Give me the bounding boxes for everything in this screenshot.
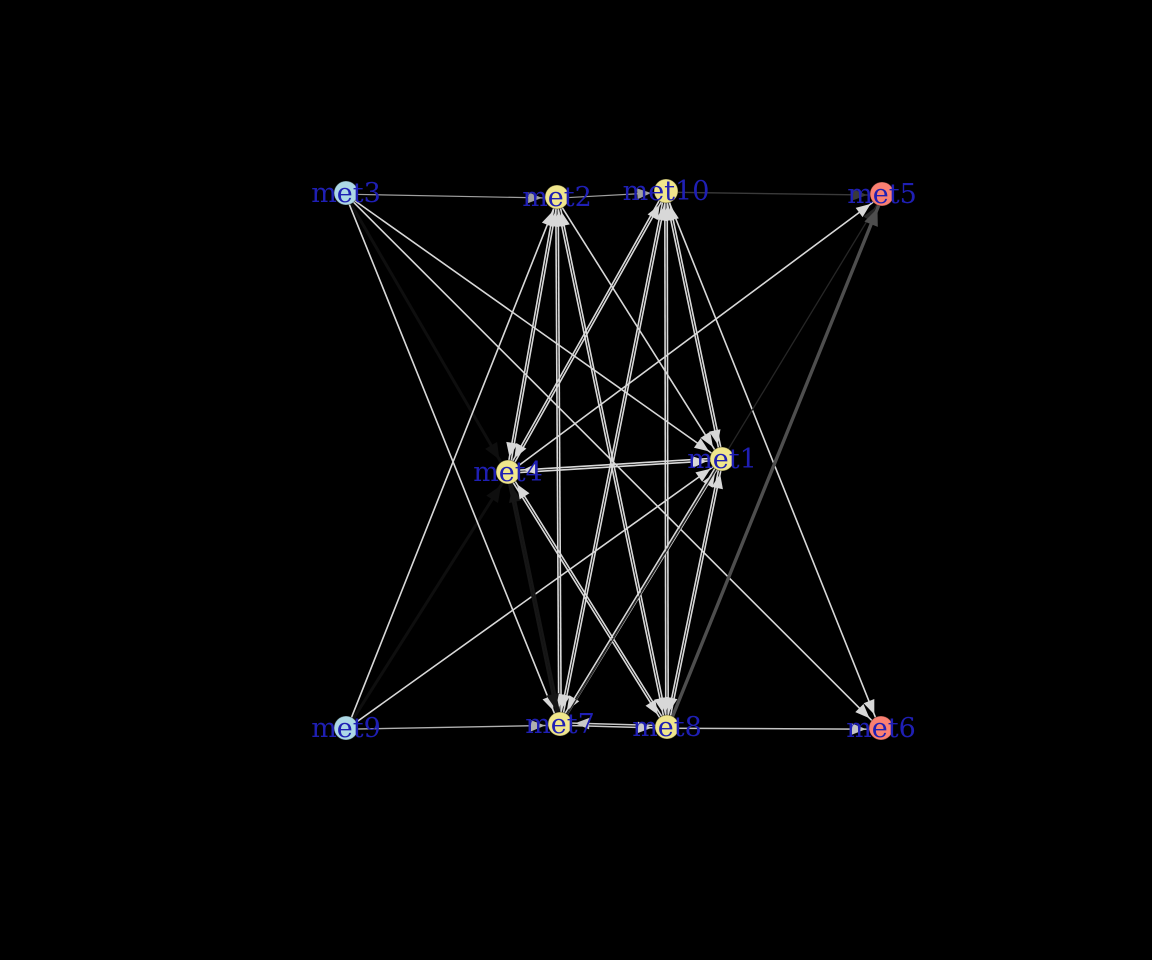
arrowhead-met9-met7 (530, 720, 546, 732)
node-met8 (654, 714, 680, 740)
edge-met8-met6 (666, 727, 881, 730)
edge-met1-met4 (507, 457, 722, 472)
edge-met3-met4 (343, 192, 509, 474)
edge-met10-met7 (558, 190, 666, 724)
arrowhead-met3-met6 (855, 703, 870, 719)
edge-met2-met4 (506, 196, 557, 472)
edge-met8-met4 (508, 470, 669, 727)
arrowhead-met1-met8 (666, 696, 678, 713)
edge-met10-met4 (506, 190, 666, 472)
arrowhead-met2-met10 (637, 188, 652, 200)
arrowhead-met8-met2 (558, 211, 570, 227)
node-label-met6: met6 (846, 713, 916, 744)
arrowhead-met1-met7 (566, 695, 580, 711)
node-label-met9: met9 (311, 713, 381, 744)
arrowhead-met8-met4 (516, 484, 530, 500)
edge-met4-met8 (506, 472, 667, 729)
edge-met10-met8 (663, 191, 667, 728)
node-met1 (709, 446, 735, 472)
arrowhead-met2-met1 (700, 431, 713, 447)
edge-met9-met7 (346, 724, 561, 730)
arrowhead-met2-met4 (506, 441, 518, 458)
edge-met3-met2 (345, 193, 557, 199)
arrowhead-met9-met1 (695, 468, 711, 482)
edge-met1-met10 (666, 190, 724, 459)
node-met4 (495, 459, 521, 485)
node-label-met8: met8 (632, 712, 702, 743)
arrowhead-met10-met7 (558, 693, 571, 710)
edge-met10-met6 (664, 191, 881, 729)
arrowhead-met7-met4 (509, 486, 522, 504)
edge-met7-met10 (560, 191, 668, 725)
edge-met4-met10 (508, 191, 668, 473)
arrowhead-met9-met4 (486, 485, 501, 503)
edge-met4-met1 (508, 459, 723, 474)
arrowhead-met4-met5 (855, 203, 871, 218)
arrowhead-met8-met1 (711, 473, 723, 490)
edge-met8-met5 (666, 193, 885, 729)
arrowhead-met10-met4 (514, 442, 527, 459)
arrowhead-met3-met4 (485, 441, 500, 460)
node-label-met1: met1 (687, 444, 757, 475)
edge-met8-met10 (666, 190, 670, 727)
node-met6 (868, 715, 894, 741)
node-label-met5: met5 (847, 179, 917, 210)
arrowhead-met3-met1 (693, 438, 710, 452)
edge-met4-met5 (508, 194, 884, 474)
edge-met1-met8 (665, 458, 722, 727)
edge-met7-met2 (557, 196, 562, 724)
arrowhead-met8-met7 (575, 717, 590, 730)
edge-met2-met7 (555, 197, 560, 725)
node-label-met3: met3 (311, 178, 381, 209)
edge-met7-met4 (507, 471, 563, 725)
edge-met8-met1 (667, 459, 724, 728)
edge-met4-met7 (505, 472, 561, 725)
edge-met3-met7 (344, 193, 560, 725)
arrowhead-met8-met5 (864, 208, 878, 227)
arrowhead-met4-met10 (647, 204, 660, 221)
arrowhead-met3-met2 (528, 192, 542, 204)
node-met7 (547, 711, 573, 737)
node-label-met10: met10 (623, 176, 710, 207)
edge-met9-met2 (346, 197, 559, 729)
node-met5 (869, 181, 895, 207)
node-met9 (333, 715, 359, 741)
arrowhead-met10-met6 (863, 699, 875, 715)
arrowhead-met10-met5 (852, 189, 867, 201)
arrowhead-met4-met8 (645, 699, 659, 715)
arrowhead-met8-met6 (851, 723, 866, 735)
node-label-met2: met2 (522, 182, 592, 213)
edge-met1-met7 (558, 457, 722, 724)
arrowhead-met1-met4 (522, 463, 538, 475)
edge-met10-met1 (664, 191, 722, 460)
node-met3 (333, 180, 359, 206)
node-met10 (653, 178, 679, 204)
edge-met4-met2 (508, 197, 559, 473)
node-met2 (544, 184, 570, 210)
edge-met9-met4 (345, 471, 511, 730)
node-label-met7: met7 (525, 709, 595, 740)
edge-met2-met1 (555, 197, 722, 461)
node-label-met4: met4 (473, 457, 543, 488)
edge-met10-met5 (665, 191, 882, 196)
